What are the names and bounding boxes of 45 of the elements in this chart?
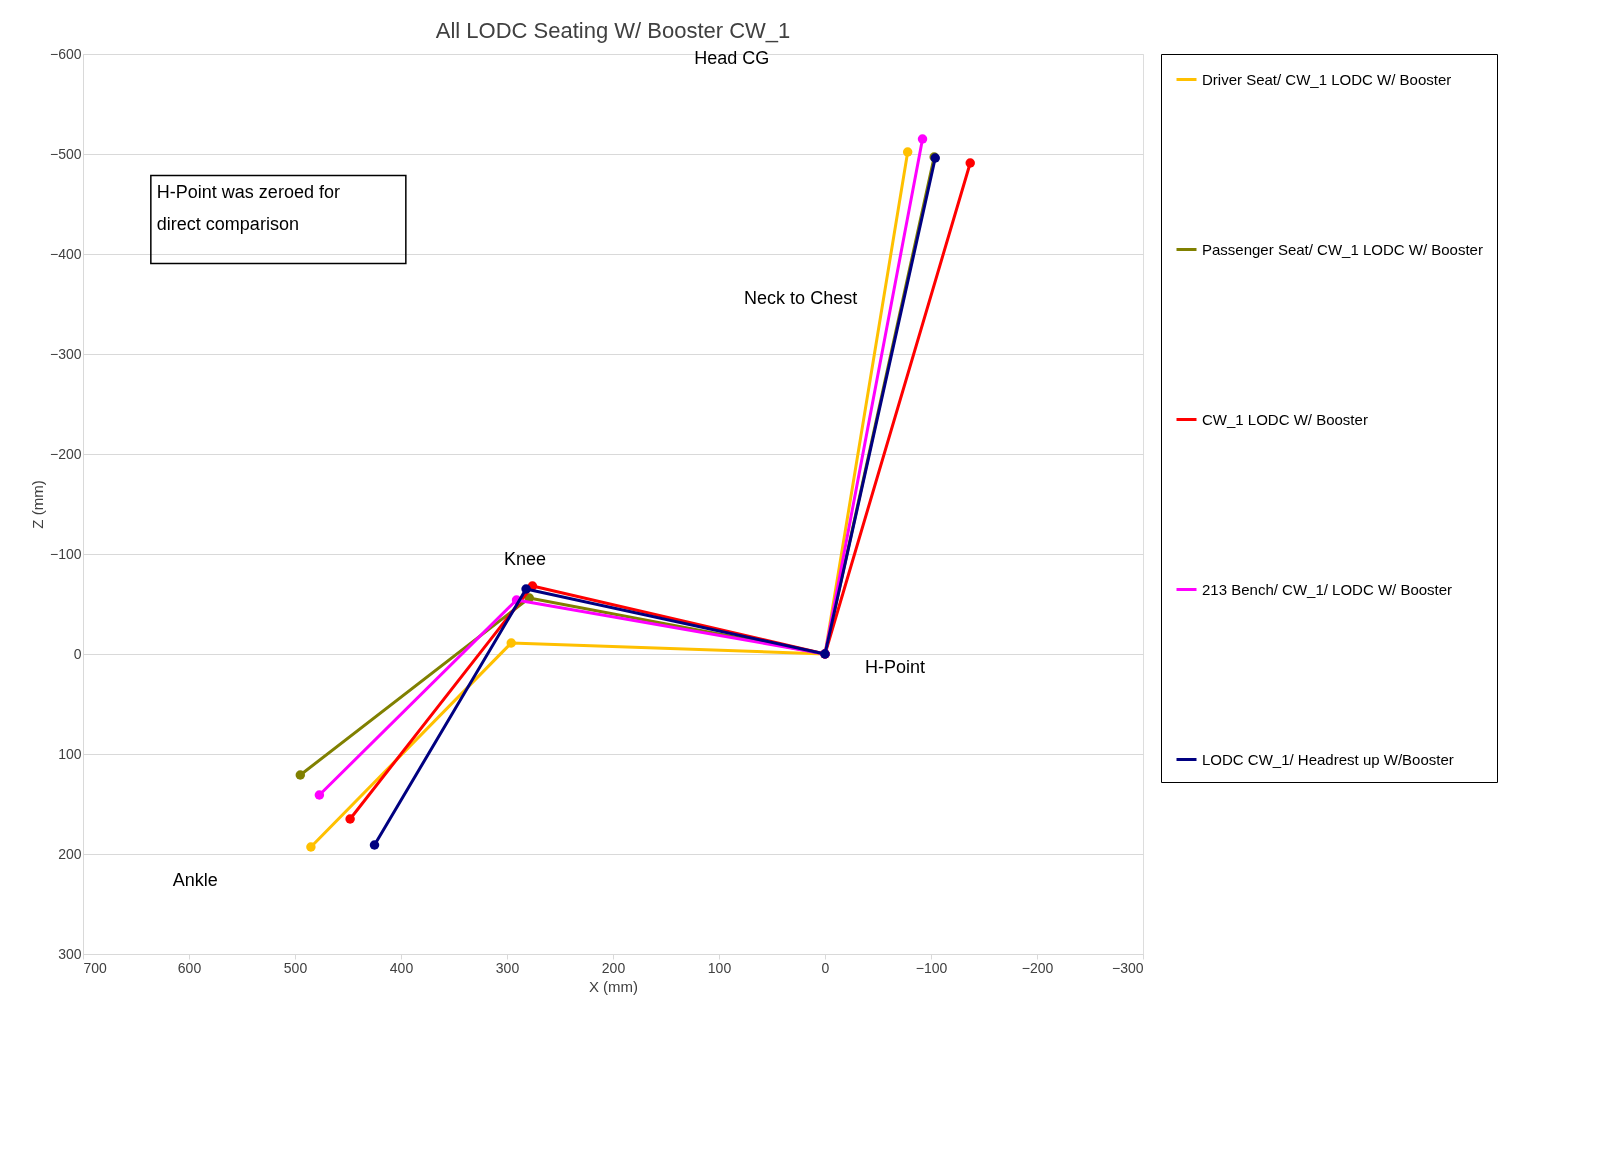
x-tick-label: 0 bbox=[821, 959, 830, 976]
y-axis-title: Z (mm) bbox=[28, 480, 46, 529]
annotation: Knee bbox=[504, 548, 547, 569]
chart-title: All LODC Seating W/ Booster CW_1 bbox=[435, 18, 791, 43]
y-tick-label: 0 bbox=[73, 645, 82, 662]
point bbox=[369, 840, 380, 850]
legend-label: 213 Bench/ CW_1/ LODC W/ Booster bbox=[1202, 580, 1453, 598]
y-tick-label: −200 bbox=[49, 445, 82, 462]
annotation: H-Point bbox=[864, 656, 925, 677]
x-axis-title: X (mm) bbox=[588, 977, 639, 995]
y-tick-label: −100 bbox=[49, 545, 82, 562]
x-tick-label: −200 bbox=[1021, 959, 1054, 976]
legend-label: Passenger Seat/ CW_1 LODC W/ Booster bbox=[1202, 240, 1483, 258]
legend-label: Driver Seat/ CW_1 LODC W/ Booster bbox=[1202, 70, 1452, 88]
x-tick-label: −300 bbox=[1111, 959, 1144, 976]
y-tick-label: −400 bbox=[49, 245, 82, 262]
x-tick-label: 400 bbox=[389, 959, 414, 976]
annotation: Ankle bbox=[172, 870, 218, 891]
point bbox=[902, 147, 913, 157]
x-tick-label: 500 bbox=[283, 959, 308, 976]
y-tick-label: −600 bbox=[49, 45, 82, 62]
point bbox=[295, 770, 306, 780]
x-tick-label: −100 bbox=[915, 959, 948, 976]
point bbox=[314, 790, 325, 800]
y-tick-label: 100 bbox=[58, 745, 82, 762]
y-tick-label: 200 bbox=[58, 845, 82, 862]
point bbox=[521, 584, 531, 594]
annotation: Neck to Chest bbox=[744, 287, 858, 308]
annotation: Head CG bbox=[694, 48, 770, 69]
x-tick-label: 700 bbox=[83, 959, 108, 976]
x-tick-label: 600 bbox=[177, 959, 202, 976]
point bbox=[306, 842, 316, 852]
y-tick-label: 300 bbox=[58, 945, 82, 962]
x-tick-label: 100 bbox=[707, 959, 732, 976]
annotation: H-Point was zeroed for direct comparison bbox=[156, 181, 340, 234]
point bbox=[917, 134, 928, 144]
y-tick-label: −500 bbox=[49, 145, 82, 162]
legend-label: LODC CW_1/ Headrest up W/Booster bbox=[1202, 750, 1454, 768]
legend-label: CW_1 LODC W/ Booster bbox=[1202, 410, 1368, 428]
x-tick-label: 300 bbox=[495, 959, 520, 976]
y-tick-label: −300 bbox=[49, 345, 82, 362]
point bbox=[345, 814, 355, 824]
point bbox=[965, 158, 975, 168]
point bbox=[506, 638, 516, 648]
x-tick-label: 200 bbox=[601, 959, 626, 976]
